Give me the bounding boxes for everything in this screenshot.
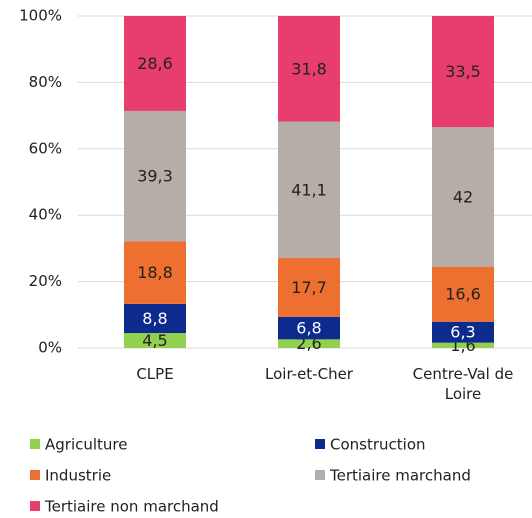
x-tick-label: CLPE (136, 365, 174, 383)
data-label: 8,8 (142, 309, 167, 328)
bar-segment (432, 342, 494, 348)
bar-segment (124, 303, 186, 334)
legend-label: Tertiaire non marchand (44, 498, 219, 516)
bar-segment (124, 333, 186, 348)
data-label: 16,6 (445, 285, 481, 304)
data-label: 33,5 (445, 62, 481, 81)
data-label: 6,3 (450, 323, 475, 342)
bar-segment (124, 110, 186, 242)
data-label: 17,7 (291, 278, 327, 297)
legend-swatch (315, 470, 325, 480)
data-label: 31,8 (291, 59, 327, 78)
legend-label: Industrie (45, 467, 111, 485)
data-label: 18,8 (137, 263, 173, 282)
y-tick-label: 100% (19, 7, 62, 25)
data-label: 39,3 (137, 167, 173, 186)
bar-segment (278, 121, 340, 259)
legend-swatch (30, 501, 40, 511)
x-tick-label: Centre-Val de Loire (412, 365, 514, 403)
bar-segment (432, 266, 494, 322)
bar-segment (278, 339, 340, 348)
legend-label: Tertiaire marchand (329, 467, 471, 485)
bar-segment (432, 321, 494, 343)
bar-segment (278, 258, 340, 317)
data-label: 4,5 (142, 331, 167, 350)
y-tick-label: 20% (29, 272, 62, 290)
legend-label: Construction (330, 436, 426, 454)
bar-segment (432, 127, 494, 267)
bar-segment (432, 16, 494, 128)
data-label: 6,8 (296, 319, 321, 338)
data-label: 42 (453, 187, 473, 206)
legend-swatch (30, 439, 40, 449)
bar-segment (124, 16, 186, 111)
legend-swatch (315, 439, 325, 449)
data-label: 41,1 (291, 180, 327, 199)
bar-segment (278, 316, 340, 340)
legend-swatch (30, 470, 40, 480)
y-tick-label: 80% (29, 73, 62, 91)
x-tick-label: Loir-et-Cher (265, 365, 353, 383)
legend-label: Agriculture (45, 436, 128, 454)
y-tick-label: 40% (29, 206, 62, 224)
y-tick-label: 0% (38, 339, 62, 357)
y-tick-label: 60% (29, 139, 62, 157)
bar-segment (124, 241, 186, 304)
data-label: 28,6 (137, 54, 173, 73)
bar-segment (278, 16, 340, 122)
